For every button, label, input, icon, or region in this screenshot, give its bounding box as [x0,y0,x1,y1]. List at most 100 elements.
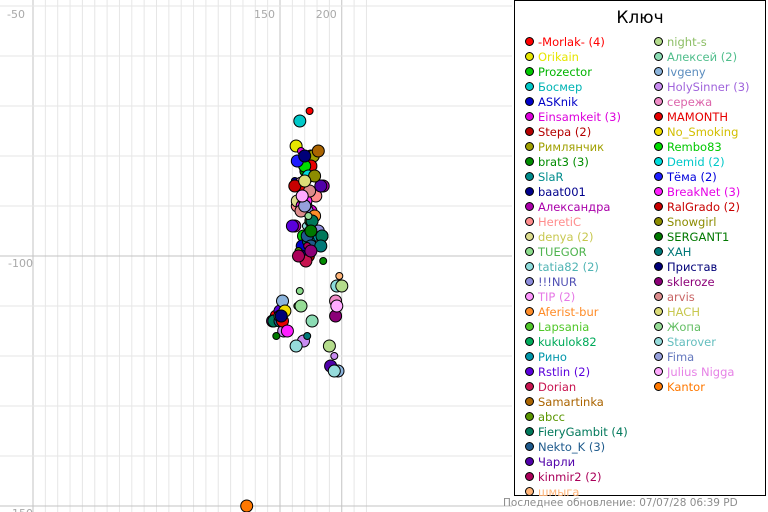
legend-marker-icon [654,382,663,391]
legend-marker-icon [525,247,534,256]
legend-marker-icon [525,472,534,481]
legend-item: Ivgeny [654,64,750,79]
data-point [294,299,308,313]
y-tick-label: -150 [8,507,33,512]
legend-column-1: -Morlak- (4) Orikain Prozector Босмер ASKnik… [525,34,628,499]
data-point [280,324,294,338]
data-point [330,352,339,360]
x-tick-label: 200 [316,8,337,21]
legend-label: MAMONTH [667,109,729,124]
x-tick-label: -50 [7,8,25,21]
legend-item: BreakNet (3) [654,184,750,199]
legend-label: сережа [667,94,713,109]
legend-label: Julius Nigga [667,364,735,379]
legend-item: Orikain [525,49,628,64]
data-point [305,314,319,328]
legend-item: baat001 [525,184,628,199]
data-point [305,107,314,115]
legend-marker-icon [654,157,663,166]
legend-item: Julius Nigga [654,364,750,379]
legend-marker-icon [654,112,663,121]
data-point [285,219,299,233]
legend-marker-icon [525,262,534,271]
legend-marker-icon [525,352,534,361]
legend-label: FieryGambit (4) [538,424,628,439]
legend-label: denya (2) [538,229,594,244]
legend-item: Пристав [654,259,750,274]
data-point [335,279,349,293]
data-point [304,212,313,220]
legend-label: skleroze [667,274,715,289]
data-point [303,332,312,340]
legend-label: kukulok82 [538,334,597,349]
legend-item: Lapsania [525,319,628,334]
legend-label: No_Smoking [667,124,739,139]
legend-marker-icon [525,217,534,226]
legend-marker-icon [654,337,663,346]
data-point [304,224,318,238]
legend-item: HolySinner (3) [654,79,750,94]
legend-item: Einsamkeit (3) [525,109,628,124]
legend-label: Nekto_K (3) [538,439,606,454]
legend-marker-icon [525,367,534,376]
legend-label: tatia82 (2) [538,259,599,274]
legend: Ключ -Morlak- (4) Orikain Prozector Босмер A… [514,0,766,499]
legend-label: Римлянчик [538,139,605,154]
legend-label: Алексей (2) [667,49,738,64]
legend-item: Starover [654,334,750,349]
legend-item: Алексей (2) [654,49,750,64]
legend-label: Aferist-bur [538,304,599,319]
legend-label: Prozector [538,64,592,79]
legend-item: TIP (2) [525,289,628,304]
legend-label: night-s [667,34,707,49]
legend-label: Starover [667,334,716,349]
legend-label: abcc [538,409,565,424]
legend-label: Einsamkeit (3) [538,109,621,124]
legend-marker-icon [525,232,534,241]
legend-marker-icon [525,292,534,301]
legend-marker-icon [654,127,663,136]
legend-label: Demid (2) [667,154,725,169]
data-point [289,339,303,353]
x-tick-label: 150 [254,8,275,21]
legend-label: baat001 [538,184,586,199]
legend-item: Rstlin (2) [525,364,628,379]
legend-item: kukulok82 [525,334,628,349]
legend-label: Rembo83 [667,139,722,154]
legend-label: !!!NUR [538,274,577,289]
legend-label: Fima [667,349,695,364]
legend-item: arvis [654,289,750,304]
legend-marker-icon [525,82,534,91]
legend-item: TUEGOR [525,244,628,259]
data-point [311,144,325,158]
legend-marker-icon [525,412,534,421]
legend-marker-icon [654,52,663,61]
legend-marker-icon [525,112,534,121]
legend-marker-icon [525,202,534,211]
legend-label: Ivgeny [667,64,706,79]
legend-marker-icon [654,292,663,301]
legend-item: SlaR [525,169,628,184]
legend-item: HACH [654,304,750,319]
legend-item: Босмер [525,79,628,94]
legend-marker-icon [525,322,534,331]
data-point [298,174,312,188]
legend-item: tatia82 (2) [525,259,628,274]
legend-item: Fima [654,349,750,364]
legend-marker-icon [654,202,663,211]
legend-item: brat3 (3) [525,154,628,169]
legend-marker-icon [654,262,663,271]
data-point [272,332,281,340]
scatter-plot: -50 150 200 -100 -150 [0,0,512,512]
legend-item: skleroze [654,274,750,289]
legend-label: HeretiC [538,214,582,229]
legend-label: Босмер [538,79,583,94]
legend-marker-icon [654,217,663,226]
data-point [327,364,341,378]
legend-item: MAMONTH [654,109,750,124]
legend-marker-icon [654,172,663,181]
legend-item: Prozector [525,64,628,79]
legend-marker-icon [525,397,534,406]
legend-marker-icon [525,277,534,286]
legend-marker-icon [654,67,663,76]
